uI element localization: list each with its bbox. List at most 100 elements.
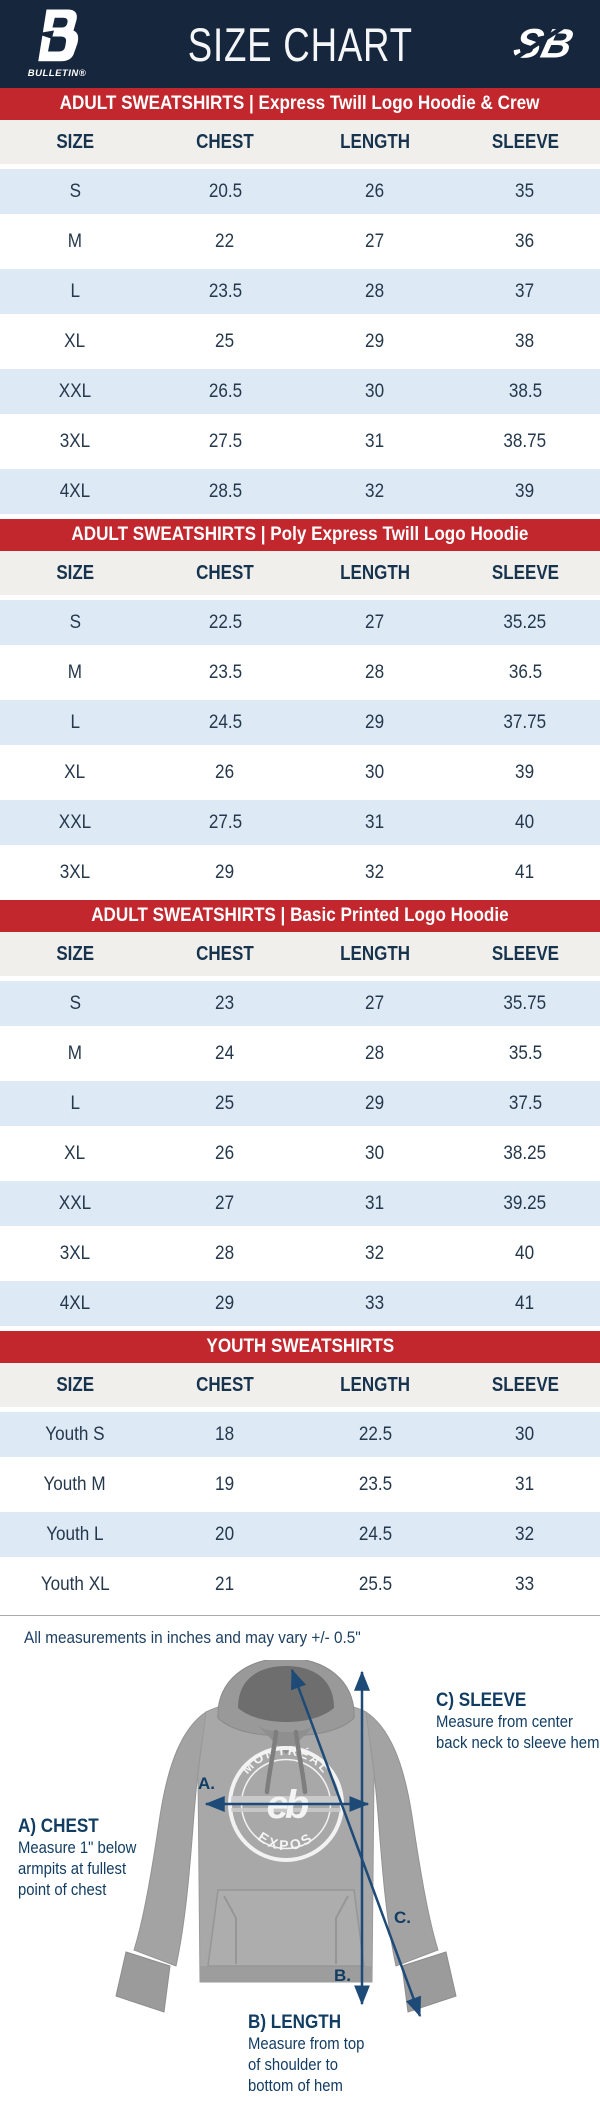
column-header: LENGTH [340,942,410,965]
table-cell: 32 [365,480,385,502]
column-header: LENGTH [340,561,410,584]
section-express-twill: ADULT SWEATSHIRTS | Express Twill Logo H… [0,88,600,514]
size-table: Youth S 18 22.5 30 Youth M 19 23.5 31 Youth L 20 2… [0,1412,600,1607]
table-row: 4XL 28.5 32 39 [0,469,600,514]
table-row: XXL 27.5 31 40 [0,800,600,845]
table-cell: 35.25 [503,611,547,633]
table-cell: 22 [215,230,235,252]
table-cell: 27 [365,992,385,1014]
table-cell: 26 [215,1142,235,1164]
table-cell: M [67,1042,83,1064]
table-cell: 37.5 [508,1092,542,1114]
sleeve-measure-label: C) SLEEVE Measure from center back neck … [436,1690,600,1752]
table-cell: 38 [515,330,535,352]
section-basic-printed: ADULT SWEATSHIRTS | Basic Printed Logo H… [0,900,600,1326]
table-cell: S [69,611,81,633]
table-row: L 23.5 28 37 [0,269,600,314]
table-cell: 33 [515,1573,535,1595]
section-banner: ADULT SWEATSHIRTS | Basic Printed Logo H… [0,900,600,932]
table-cell: 29 [365,711,385,733]
table-row: XL 26 30 39 [0,750,600,795]
svg-text:SB: SB [509,20,578,66]
table-cell: 31 [515,1473,535,1495]
column-header: CHEST [196,561,254,584]
arrow-label-c: C. [394,1908,411,1927]
table-cell: 28 [365,1042,385,1064]
size-table: S 20.5 26 35 M 22 27 36 L 23.5 28 37 XL 25 29 38 XXL 26.5… [0,169,600,514]
table-cell: 20 [215,1523,235,1545]
table-cell: 26 [365,180,385,202]
table-cell: 40 [515,1242,535,1264]
size-table: S 23 27 35.75 M 24 28 35.5 L 25 29 37.5 XL 26 30 38.25 X… [0,981,600,1326]
column-header: SIZE [56,942,94,965]
table-cell: 39.25 [503,1192,547,1214]
table-cell: 24.5 [358,1523,392,1545]
table-cell: 22.5 [208,611,242,633]
column-header: SLEEVE [491,942,559,965]
table-cell: Youth XL [40,1573,110,1595]
hoodie-pocket [207,1889,365,1967]
table-header-row: SIZE CHEST LENGTH SLEEVE [0,120,600,164]
table-row: XXL 27 31 39.25 [0,1181,600,1226]
table-row: Youth L 20 24.5 32 [0,1512,600,1557]
table-cell: 27 [365,611,385,633]
table-cell: 29 [365,330,385,352]
table-cell: XL [64,330,86,352]
table-row: 3XL 28 32 40 [0,1231,600,1276]
table-cell: XL [64,1142,86,1164]
column-header: SIZE [56,1373,94,1396]
table-cell: L [70,711,80,733]
table-row: M 23.5 28 36.5 [0,650,600,695]
table-cell: 3XL [59,861,91,883]
table-row: Youth S 18 22.5 30 [0,1412,600,1457]
table-cell: 32 [365,861,385,883]
column-header: CHEST [196,1373,254,1396]
table-cell: 41 [515,861,535,883]
table-cell: 29 [215,1292,235,1314]
table-row: S 23 27 35.75 [0,981,600,1026]
table-cell: 23 [215,992,235,1014]
column-header: SLEEVE [491,561,559,584]
table-cell: 19 [215,1473,235,1495]
column-header: SLEEVE [491,130,559,153]
table-header-row: SIZE CHEST LENGTH SLEEVE [0,551,600,595]
arrow-label-a: A. [198,1774,215,1793]
table-cell: 28 [215,1242,235,1264]
table-cell: 31 [365,1192,385,1214]
table-row: L 24.5 29 37.75 [0,700,600,745]
table-row: S 22.5 27 35.25 [0,600,600,645]
sb-monogram-icon: SB [503,18,578,67]
table-cell: 31 [365,811,385,833]
table-cell: 28 [365,280,385,302]
column-header: CHEST [196,130,254,153]
table-cell: XXL [58,1192,92,1214]
header: BULLETIN® SIZE CHART SB [0,0,600,88]
table-cell: 36 [515,230,535,252]
table-cell: 26.5 [208,380,242,402]
table-row: XL 25 29 38 [0,319,600,364]
table-row: XXL 26.5 30 38.5 [0,369,600,414]
table-cell: 28 [365,661,385,683]
section-youth: YOUTH SWEATSHIRTS SIZE CHEST LENGTH SLEE… [0,1331,600,1607]
table-cell: 35 [515,180,535,202]
table-row: S 20.5 26 35 [0,169,600,214]
table-cell: S [69,992,81,1014]
table-cell: 38.5 [508,380,542,402]
measurements-note: All measurements in inches and may vary … [24,1628,361,1647]
table-cell: 23.5 [358,1473,392,1495]
table-cell: 25.5 [358,1573,392,1595]
table-cell: 3XL [59,1242,91,1264]
table-cell: 33 [365,1292,385,1314]
column-header: SLEEVE [491,1373,559,1396]
section-banner: YOUTH SWEATSHIRTS [0,1331,600,1363]
table-cell: 27.5 [208,430,242,452]
table-row: L 25 29 37.5 [0,1081,600,1126]
table-cell: 30 [365,1142,385,1164]
table-cell: 41 [515,1292,535,1314]
table-cell: 24 [215,1042,235,1064]
table-cell: 25 [215,1092,235,1114]
table-cell: 35.75 [503,992,547,1014]
section-poly-express-twill: ADULT SWEATSHIRTS | Poly Express Twill L… [0,519,600,895]
chest-measure-label: A) CHEST Measure 1" below armpits at ful… [18,1816,137,1899]
table-cell: 38.75 [503,430,547,452]
